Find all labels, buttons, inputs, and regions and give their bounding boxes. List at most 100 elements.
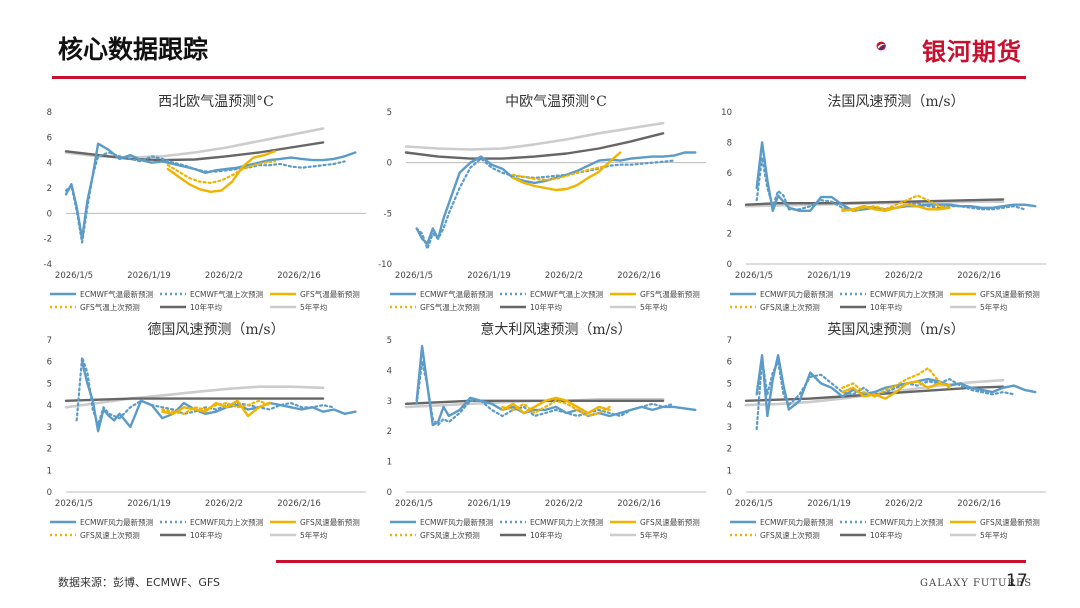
series-line: [501, 399, 611, 418]
series-line: [755, 354, 1037, 418]
y-tick-label: 4: [387, 366, 392, 376]
x-tick-label: 2026/2/16: [617, 499, 661, 509]
x-tick-label: 2026/1/5: [55, 271, 93, 281]
series-line: [841, 194, 951, 212]
chart-1: 西北欧气温预测°C -4 -2 0 2 4 6 8 2026/1/5 2026/1/19 2026/…: [30, 92, 375, 322]
series-line: [404, 132, 665, 160]
series-line: [166, 160, 276, 185]
series-line: [64, 397, 325, 403]
x-tick-label: 2026/2/2: [545, 271, 583, 281]
y-tick-label: 3: [727, 423, 732, 433]
legend-label: 5年平均: [640, 530, 667, 540]
legend-label: 5年平均: [980, 530, 1007, 540]
x-tick-label: 2026/2/2: [205, 499, 243, 509]
x-tick-label: 2026/1/19: [127, 499, 171, 509]
y-tick-label: 1: [47, 466, 52, 476]
y-tick-label: 6: [727, 169, 732, 179]
y-tick-label: 8: [47, 108, 52, 118]
x-tick-label: 2026/2/16: [617, 271, 661, 281]
chart-6: 英国风速预测（m/s） 0 1 2 3 4 5 6 7 2026/1/5 2026/1/19 2026…: [710, 320, 1055, 550]
legend-label: GFS风速最新预测: [980, 289, 1040, 299]
header-rule: [52, 76, 1026, 79]
series-line: [404, 399, 665, 406]
y-tick-label: 5: [727, 379, 732, 389]
y-tick-label: 4: [727, 199, 732, 209]
legend-label: GFS气温上次预测: [80, 302, 140, 312]
y-tick-label: 0: [387, 159, 392, 169]
x-tick-label: 2026/2/2: [885, 499, 923, 509]
x-tick-label: 2026/1/5: [735, 271, 773, 281]
x-tick-label: 2026/1/5: [395, 271, 433, 281]
y-tick-label: 3: [387, 397, 392, 407]
series-line: [64, 141, 325, 162]
y-tick-label: 2: [727, 230, 732, 240]
legend-label: ECMWF风力最新预测: [760, 517, 833, 527]
chart-4: 德国风速预测（m/s） 0 1 2 3 4 5 6 7 2026/1/5 2026/1/19 2026…: [30, 320, 375, 550]
page-number: 17: [1006, 571, 1028, 591]
series-line: [64, 142, 357, 240]
legend-label: GFS风速上次预测: [760, 530, 820, 540]
legend-label: 10年平均: [190, 530, 222, 540]
series-line: [64, 385, 325, 409]
y-tick-label: 0: [727, 260, 732, 270]
chart-1-svg: 西北欧气温预测°C -4 -2 0 2 4 6 8 2026/1/5 2026/1/19 2026/…: [44, 94, 366, 312]
legend-label: GFS气温上次预测: [420, 302, 480, 312]
series-line: [166, 150, 277, 194]
series-line: [501, 396, 611, 415]
y-tick-label: 3: [47, 423, 52, 433]
chart-title: 意大利风速预测（m/s）: [480, 321, 631, 338]
legend-label: 10年平均: [190, 302, 222, 312]
legend-label: ECMWF气温最新预测: [420, 289, 493, 299]
brand-label: GALAXY FUTURES: [920, 578, 1033, 589]
y-tick-label: -2: [44, 235, 52, 245]
y-tick-label: 7: [727, 336, 732, 346]
x-tick-label: 2026/1/19: [127, 271, 171, 281]
x-tick-label: 2026/1/5: [735, 499, 773, 509]
chart-4-svg: 德国风速预测（m/s） 0 1 2 3 4 5 6 7 2026/1/5 2026/1/19 2026…: [47, 322, 366, 540]
x-tick-label: 2026/2/16: [277, 499, 321, 509]
logo-text: 银河期货: [922, 38, 1022, 66]
legend-label: ECMWF风力最新预测: [760, 289, 833, 299]
data-source: 数据来源：彭博、ECMWF、GFS: [58, 576, 220, 589]
series-line: [841, 367, 951, 398]
chart-title: 德国风速预测（m/s）: [147, 322, 284, 338]
chart-title: 西北欧气温预测°C: [158, 94, 274, 110]
legend-label: GFS风速最新预测: [980, 517, 1040, 527]
x-tick-label: 2026/2/16: [957, 499, 1001, 509]
legend-label: 5年平均: [980, 302, 1007, 312]
y-tick-label: 8: [727, 138, 732, 148]
y-tick-label: 2: [727, 445, 732, 455]
chart-6-svg: 英国风速预测（m/s） 0 1 2 3 4 5 6 7 2026/1/5 2026/1/19 2026…: [727, 321, 1046, 540]
legend-label: 10年平均: [870, 530, 902, 540]
y-tick-label: 0: [47, 488, 52, 498]
chart-5-svg: 意大利风速预测（m/s） 0 1 2 3 4 5 2026/1/5 2026/1/19 2026/…: [387, 321, 706, 540]
legend-label: ECMWF气温上次预测: [190, 289, 263, 299]
y-tick-label: -10: [378, 260, 392, 270]
x-tick-label: 2026/1/5: [55, 499, 93, 509]
y-tick-label: -5: [384, 209, 392, 219]
y-tick-label: 2: [47, 445, 52, 455]
series-line: [64, 151, 346, 244]
x-tick-label: 2026/1/5: [395, 499, 433, 509]
legend-label: 5年平均: [300, 302, 327, 312]
chart-title: 英国风速预测（m/s）: [827, 321, 964, 338]
legend-label: GFS风速上次预测: [760, 302, 820, 312]
y-tick-label: 6: [727, 358, 732, 368]
y-tick-label: 4: [727, 401, 732, 411]
series-line: [841, 380, 951, 400]
legend-label: 5年平均: [640, 302, 667, 312]
y-tick-label: 7: [47, 336, 52, 346]
legend-label: 10年平均: [870, 302, 902, 312]
x-tick-label: 2026/1/19: [467, 271, 511, 281]
x-tick-label: 2026/2/16: [957, 271, 1001, 281]
y-tick-label: 2: [47, 184, 52, 194]
legend-label: ECMWF风力最新预测: [420, 517, 493, 527]
footer-rule: [276, 560, 1026, 563]
series-line: [415, 360, 675, 427]
series-line: [841, 203, 951, 213]
legend-label: ECMWF风力上次预测: [530, 517, 603, 527]
y-tick-label: 10: [721, 108, 732, 118]
x-tick-label: 2026/2/2: [205, 271, 243, 281]
y-tick-label: 0: [47, 209, 52, 219]
series-line: [161, 399, 271, 415]
